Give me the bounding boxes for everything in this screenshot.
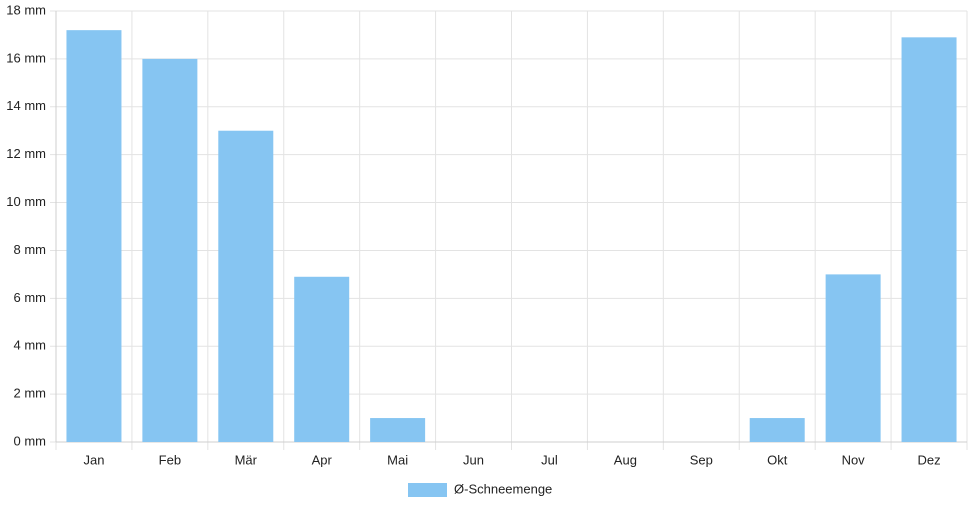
x-tick-label: Mär — [235, 452, 258, 467]
x-tick-label: Aug — [614, 452, 637, 467]
x-tick-label: Okt — [767, 452, 788, 467]
y-tick-label: 18 mm — [6, 2, 46, 17]
y-tick-label: 12 mm — [6, 146, 46, 161]
x-tick-label: Sep — [690, 452, 713, 467]
x-tick-label: Jul — [541, 452, 558, 467]
x-tick-label: Jun — [463, 452, 484, 467]
x-tick-label: Feb — [159, 452, 181, 467]
y-tick-label: 16 mm — [6, 50, 46, 65]
bar — [66, 30, 122, 443]
y-tick-label: 6 mm — [14, 290, 47, 305]
bar — [370, 418, 426, 442]
y-tick-label: 0 mm — [14, 433, 47, 448]
y-tick-label: 14 mm — [6, 98, 46, 113]
bar — [218, 130, 274, 442]
legend-swatch — [408, 483, 447, 497]
bar — [142, 58, 198, 443]
y-tick-label: 10 mm — [6, 194, 46, 209]
y-tick-label: 8 mm — [14, 242, 47, 257]
x-tick-label: Mai — [387, 452, 408, 467]
x-tick-label: Apr — [312, 452, 333, 467]
x-tick-label: Jan — [83, 452, 104, 467]
x-tick-label: Dez — [917, 452, 940, 467]
y-tick-label: 4 mm — [14, 338, 47, 353]
bar — [901, 37, 957, 442]
y-tick-label: 2 mm — [14, 386, 47, 401]
bar — [749, 418, 805, 442]
bar — [825, 274, 881, 442]
bar — [294, 276, 350, 442]
legend-label: Ø-Schneemenge — [454, 481, 552, 496]
x-tick-label: Nov — [842, 452, 866, 467]
